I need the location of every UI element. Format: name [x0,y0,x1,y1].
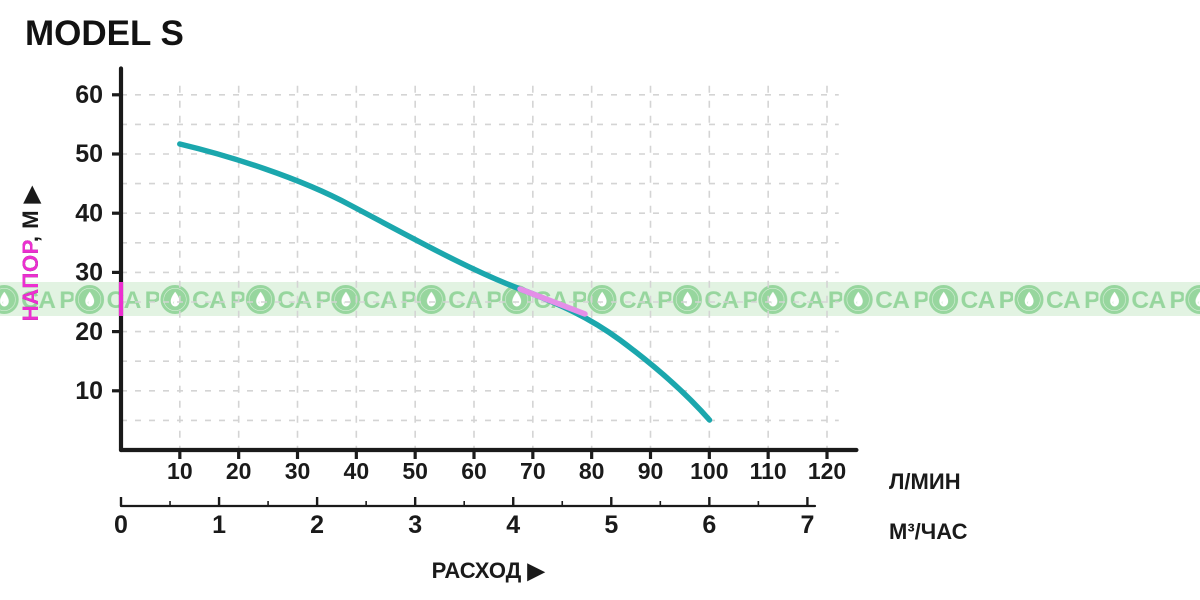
svg-text:20: 20 [226,458,252,484]
svg-text:20: 20 [75,318,103,346]
svg-text:0: 0 [114,511,128,539]
svg-text:4: 4 [506,511,520,539]
svg-text:60: 60 [75,81,103,109]
svg-text:70: 70 [520,458,546,484]
svg-text:60: 60 [461,458,487,484]
svg-text:7: 7 [800,511,814,539]
svg-text:М³/ЧАС: М³/ЧАС [889,519,968,544]
svg-text:10: 10 [167,458,193,484]
svg-text:3: 3 [408,511,422,539]
svg-text:50: 50 [402,458,428,484]
svg-text:10: 10 [75,377,103,405]
svg-text:90: 90 [638,458,664,484]
svg-text:РАСХОД ▶: РАСХОД ▶ [432,558,546,583]
svg-text:Л/МИН: Л/МИН [889,469,961,494]
svg-text:2: 2 [310,511,324,539]
svg-text:50: 50 [75,140,103,168]
svg-text:80: 80 [579,458,605,484]
svg-text:40: 40 [344,458,370,484]
svg-text:120: 120 [808,458,846,484]
svg-text:30: 30 [75,259,103,287]
svg-text:100: 100 [690,458,728,484]
svg-text:30: 30 [285,458,311,484]
svg-text:40: 40 [75,199,103,227]
svg-text:110: 110 [750,458,787,484]
svg-text:6: 6 [702,511,716,539]
svg-text:1: 1 [212,511,226,539]
svg-text:5: 5 [604,511,618,539]
